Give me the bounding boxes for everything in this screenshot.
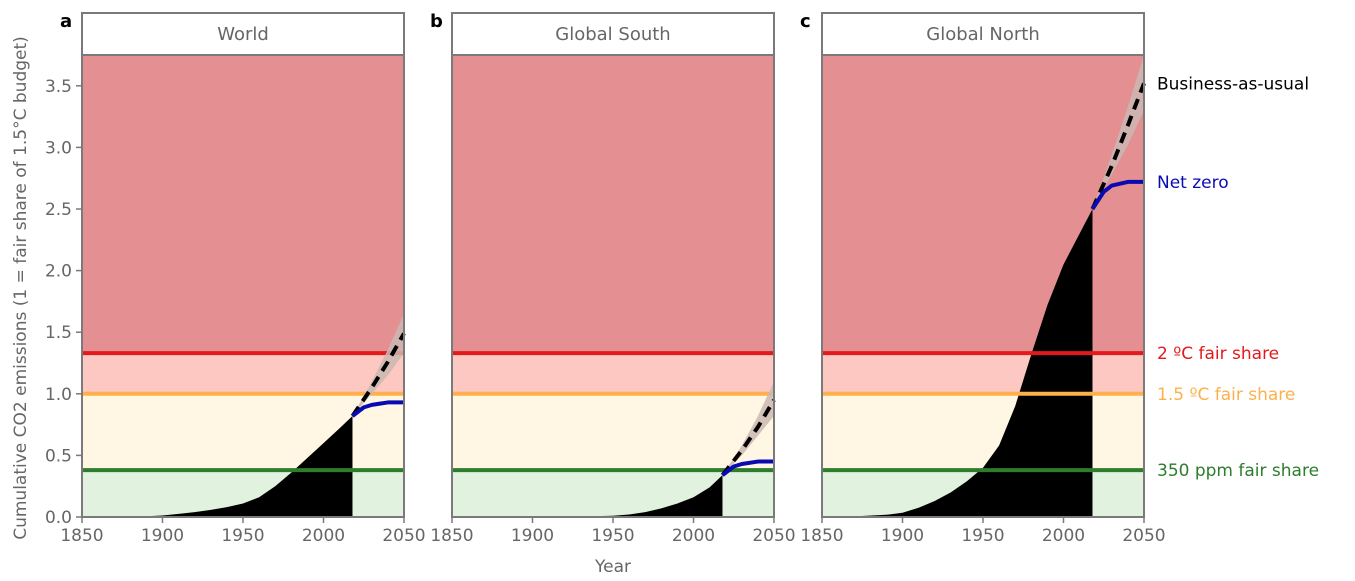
zone-cream — [452, 393, 774, 471]
facet-strip — [81, 12, 405, 56]
x-tick-label: 2000 — [302, 526, 345, 546]
x-tick-label: 1950 — [591, 526, 634, 546]
zone-pink — [452, 353, 774, 394]
zone-pink — [822, 353, 1144, 394]
panel-letter: a — [60, 11, 72, 32]
zone-red — [82, 55, 404, 354]
x-tick-label: 1950 — [961, 526, 1004, 546]
x-tick-label: 2000 — [1042, 526, 1085, 546]
label-threshold-1-5c: 1.5 ºC fair share — [1157, 385, 1295, 405]
bau-line — [350, 332, 406, 418]
y-tick-label: 2.5 — [45, 200, 72, 220]
bau-line — [720, 398, 776, 477]
facet-strip — [451, 12, 775, 56]
y-tick-label: 0.5 — [45, 446, 72, 466]
label-net-zero: Net zero — [1157, 173, 1229, 193]
panel-letter: b — [430, 11, 443, 32]
label-threshold-2c: 2 ºC fair share — [1157, 344, 1279, 364]
x-tick-label: 1900 — [511, 526, 554, 546]
x-tick-label: 2050 — [1122, 526, 1165, 546]
y-tick-label: 1.0 — [45, 385, 72, 405]
panel-letter: c — [800, 11, 811, 32]
x-tick-label: 1950 — [221, 526, 264, 546]
zone-pink — [82, 353, 404, 394]
zone-cream — [822, 393, 1144, 471]
x-tick-label: 1850 — [60, 526, 103, 546]
x-tick-label: 2050 — [382, 526, 425, 546]
zone-cream — [82, 393, 404, 471]
net-zero-line — [351, 400, 404, 418]
x-tick-label: 2000 — [672, 526, 715, 546]
net-zero-line — [1090, 179, 1144, 211]
x-tick-label: 1900 — [881, 526, 924, 546]
historical-area — [822, 209, 1093, 517]
panel-global-south: Global South b 1850 1900 1950 2000 2050 — [430, 11, 796, 546]
y-tick-label: 0.0 — [45, 508, 72, 528]
y-axis-title: Cumulative CO2 emissions (1 = fair share… — [11, 36, 31, 540]
y-tick-label: 3.5 — [45, 77, 72, 97]
bau-uncertainty-band — [1092, 55, 1144, 209]
x-axis-title: Year — [594, 557, 631, 577]
y-tick-label: 3.0 — [45, 138, 72, 158]
x-tick-label: 1850 — [800, 526, 843, 546]
historical-area — [82, 415, 353, 517]
panel-global-north: Global North c 1850 1900 1950 2000 2050 — [800, 11, 1166, 546]
y-tick-label: 1.5 — [45, 323, 72, 343]
bau-uncertainty-band — [722, 381, 774, 476]
y-tick-label: 2.0 — [45, 262, 72, 282]
panel-world: World a 1850 1900 1950 2000 2050 0.0 0.5 1.0 1.5 2.… — [45, 11, 426, 546]
facet-title: Global South — [555, 24, 670, 45]
label-business-as-usual: Business-as-usual — [1157, 74, 1309, 94]
bau-line — [1090, 82, 1146, 210]
facet-title: World — [217, 24, 269, 45]
zone-green — [452, 470, 774, 517]
x-tick-label: 1900 — [141, 526, 184, 546]
label-threshold-350ppm: 350 ppm fair share — [1157, 461, 1319, 481]
x-tick-label: 2050 — [752, 526, 795, 546]
net-zero-line — [721, 459, 774, 477]
bau-uncertainty-band — [352, 313, 404, 416]
facet-strip — [821, 12, 1145, 56]
facet-title: Global North — [926, 24, 1039, 45]
historical-area — [452, 475, 723, 517]
x-tick-label: 1850 — [430, 526, 473, 546]
zone-red — [452, 55, 774, 354]
